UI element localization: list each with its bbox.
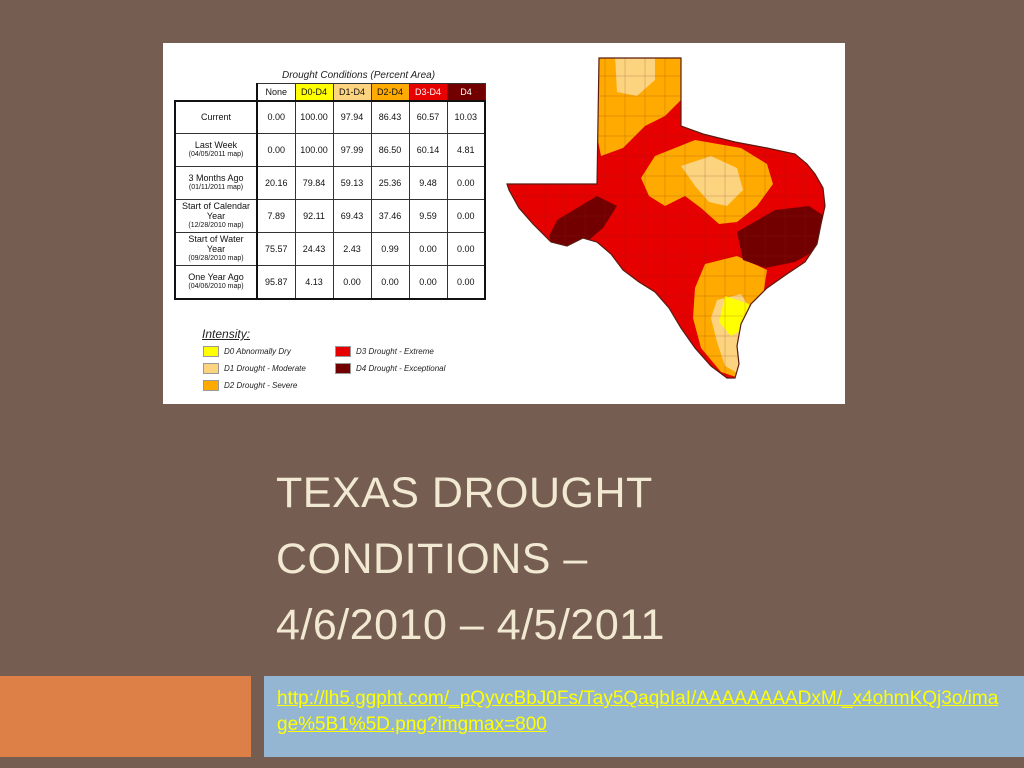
table-cell: 0.00 [446, 232, 486, 266]
row-label: Last Week (04/05/2011 map) [174, 133, 258, 167]
legend-item-d2: D2 Drought - Severe [203, 380, 297, 391]
col-header-d0-d4: D0-D4 [294, 83, 334, 101]
row-label-date: (01/11/2011 map) [188, 184, 244, 191]
map-d1-central [681, 156, 743, 206]
legend-item-d0: D0 Abnormally Dry [203, 346, 291, 357]
map-d4-east [737, 206, 825, 268]
table-cell: 59.13 [332, 166, 372, 200]
table-cell: 10.03 [446, 99, 486, 134]
table-cell: 69.43 [332, 199, 372, 233]
legend-item-d4: D4 Drought - Exceptional [335, 363, 445, 374]
table-cell: 0.00 [408, 265, 448, 300]
table-cell: 0.99 [370, 232, 410, 266]
row-label: 3 Months Ago (01/11/2011 map) [174, 166, 258, 200]
slide-title-line-3: 4/6/2010 – 4/5/2011 [276, 601, 665, 649]
table-cell: 25.36 [370, 166, 410, 200]
row-label-text: Current [200, 112, 231, 123]
legend-item-d1: D1 Drought - Moderate [203, 363, 306, 374]
table-row: Last Week (04/05/2011 map) 0.00 100.00 97.99… [174, 133, 486, 167]
table-cell: 7.89 [256, 199, 296, 233]
map-d4-west [549, 196, 617, 252]
legend-label-d3: D3 Drought - Extreme [356, 347, 434, 356]
col-header-d1-d4: D1-D4 [332, 83, 372, 101]
table-cell: 92.11 [294, 199, 334, 233]
row-label: Start of Water Year (09/28/2010 map) [174, 232, 258, 266]
legend-label-d0: D0 Abnormally Dry [224, 347, 291, 356]
table-cell: 0.00 [256, 133, 296, 167]
legend-swatch-d3 [335, 346, 351, 357]
col-header-d2-d4: D2-D4 [370, 83, 410, 101]
row-label: Start of Calendar Year (12/28/2010 map) [174, 199, 258, 233]
col-header-d4: D4 [446, 83, 486, 101]
table-cell: 79.84 [294, 166, 334, 200]
table-cell: 97.99 [332, 133, 372, 167]
table-cell: 9.59 [408, 199, 448, 233]
legend-swatch-d1 [203, 363, 219, 374]
table-corner [175, 83, 258, 101]
col-header-none: None [256, 83, 296, 101]
row-label-text: Start of Water Year [188, 234, 244, 254]
table-cell: 60.57 [408, 99, 448, 134]
table-cell: 86.43 [370, 99, 410, 134]
drought-table: None D0-D4 D1-D4 D2-D4 D3-D4 D4 Current 0… [174, 83, 486, 300]
slide-title: TEXAS DROUGHT CONDITIONS – 4/6/2010 – 4/… [276, 460, 996, 658]
table-cell: 0.00 [446, 265, 486, 300]
table-cell: 97.94 [332, 99, 372, 134]
row-label: One Year Ago (04/06/2010 map) [174, 265, 258, 300]
legend-label-d1: D1 Drought - Moderate [224, 364, 306, 373]
table-cell: 9.48 [408, 166, 448, 200]
table-cell: 0.00 [408, 232, 448, 266]
row-label-date: (04/05/2011 map) [188, 151, 244, 158]
row-label-text: One Year Ago [188, 271, 244, 282]
table-row: Current 0.00 100.00 97.94 86.43 60.57 10.03 [174, 99, 486, 134]
legend-swatch-d4 [335, 363, 351, 374]
legend-swatch-d2 [203, 380, 219, 391]
table-cell: 20.16 [256, 166, 296, 200]
row-label-text: Start of Calendar Year [181, 201, 251, 221]
legend-swatch-d0 [203, 346, 219, 357]
slide-title-line-1: TEXAS DROUGHT [276, 469, 653, 517]
table-cell: 60.14 [408, 133, 448, 167]
table-cell: 0.00 [256, 99, 296, 134]
legend-label-d2: D2 Drought - Severe [224, 381, 298, 390]
row-label-text: Last Week [194, 140, 238, 150]
table-row: Start of Water Year (09/28/2010 map) 75.57… [174, 232, 486, 266]
table-cell: 4.13 [294, 265, 334, 300]
footer-band [264, 676, 1024, 757]
table-cell: 0.00 [370, 265, 410, 300]
legend-item-d3: D3 Drought - Extreme [335, 346, 434, 357]
table-cell: 37.46 [370, 199, 410, 233]
table-row: One Year Ago (04/06/2010 map) 95.87 4.13 0.0… [174, 265, 486, 300]
row-label-date: (12/28/2010 map) [188, 222, 244, 229]
table-cell: 75.57 [256, 232, 296, 266]
table-row: 3 Months Ago (01/11/2011 map) 20.16 79.84 59… [174, 166, 486, 200]
source-link[interactable]: http://lh5.ggpht.com/_pQyvcBbJ0Fs/Tay5Qa… [277, 688, 999, 735]
table-cell: 2.43 [332, 232, 372, 266]
texas-drought-map [506, 57, 826, 379]
table-cell: 100.00 [294, 133, 334, 167]
table-cell: 95.87 [256, 265, 296, 300]
table-cell: 0.00 [446, 199, 486, 233]
legend-label-d4: D4 Drought - Exceptional [356, 364, 446, 373]
row-label-date: (04/06/2010 map) [188, 282, 244, 290]
table-row: Start of Calendar Year (12/28/2010 map) 7.… [174, 199, 486, 233]
table-cell: 0.00 [446, 166, 486, 200]
legend-title: Intensity: [202, 327, 251, 341]
table-cell: 4.81 [446, 133, 486, 167]
intensity-legend: Intensity: [202, 327, 250, 341]
table-cell: 24.43 [294, 232, 334, 266]
table-cell: 0.00 [332, 265, 372, 300]
row-label-date: (09/28/2010 map) [188, 255, 244, 262]
slide-title-line-2: CONDITIONS – [276, 535, 588, 583]
row-label-text: 3 Months Ago [188, 173, 244, 183]
table-cell: 100.00 [294, 99, 334, 134]
table-header-row: None D0-D4 D1-D4 D2-D4 D3-D4 D4 [175, 83, 486, 101]
col-header-d3-d4: D3-D4 [408, 83, 448, 101]
table-title: Drought Conditions (Percent Area) [282, 70, 436, 81]
table-cell: 86.50 [370, 133, 410, 167]
footer-accent-block [0, 676, 251, 757]
row-label: Current [174, 99, 258, 134]
